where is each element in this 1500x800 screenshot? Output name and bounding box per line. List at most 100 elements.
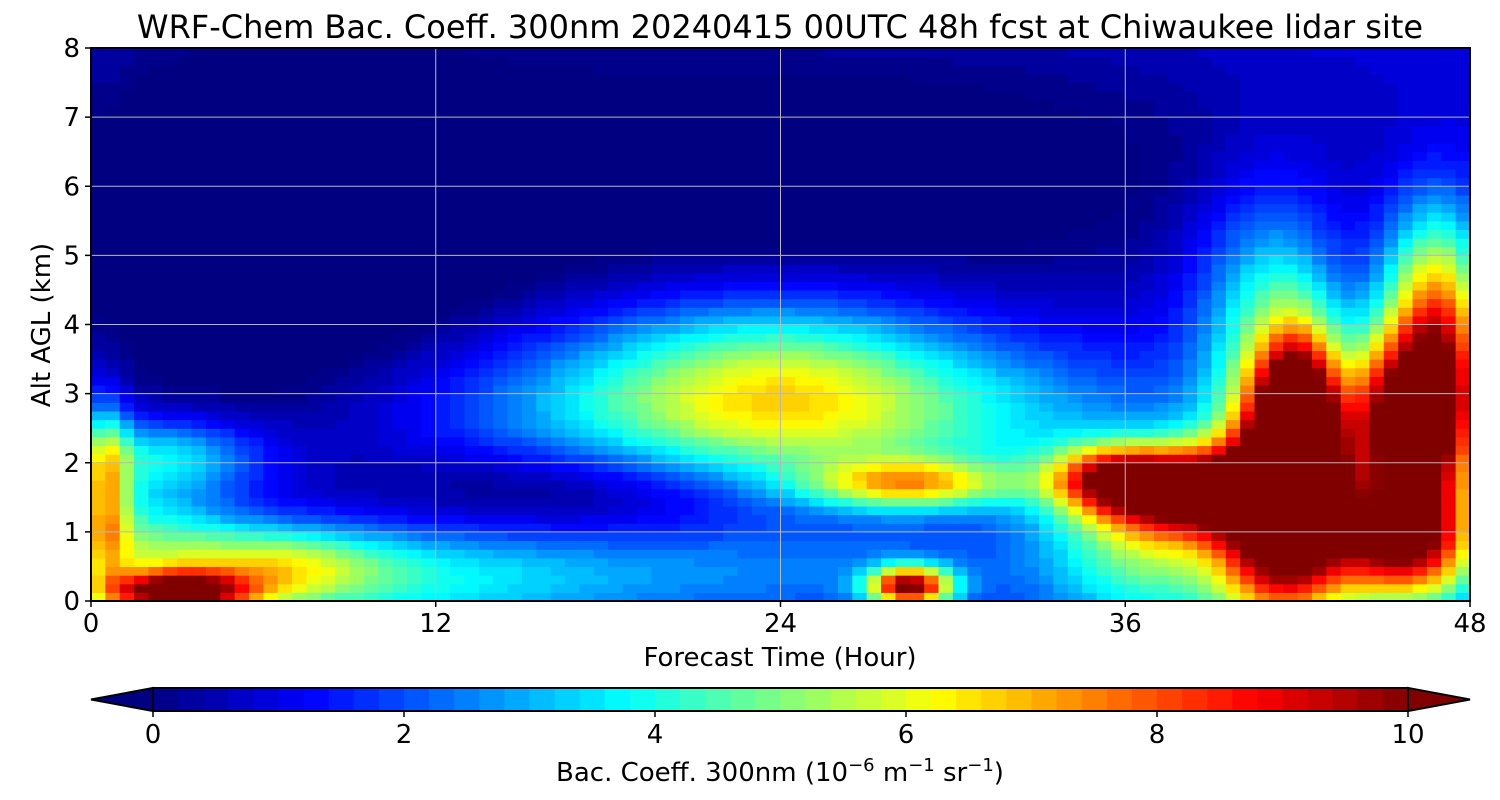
heatmap-cell: [435, 462, 451, 472]
heatmap-cell: [134, 359, 150, 369]
heatmap-cell: [105, 238, 121, 248]
heatmap-cell: [579, 264, 595, 274]
heatmap-cell: [1053, 186, 1069, 196]
heatmap-cell: [1010, 523, 1026, 533]
heatmap-cell: [1039, 367, 1055, 377]
heatmap-cell: [708, 393, 724, 403]
heatmap-cell: [521, 168, 537, 179]
heatmap-cell: [823, 160, 839, 170]
heatmap-cell: [249, 583, 264, 593]
heatmap-cell: [665, 341, 681, 352]
heatmap-cell: [550, 65, 566, 75]
heatmap-cell: [1010, 341, 1026, 352]
heatmap-cell: [320, 505, 336, 516]
heatmap-cell: [1082, 436, 1098, 447]
heatmap-cell: [407, 367, 422, 377]
heatmap-cell: [220, 65, 236, 75]
heatmap-cell: [1010, 324, 1026, 334]
heatmap-cell: [277, 566, 293, 576]
heatmap-cell: [924, 151, 940, 161]
heatmap-cell: [363, 186, 379, 196]
heatmap-cell: [622, 341, 638, 352]
heatmap-cell: [579, 497, 595, 507]
heatmap-cell: [809, 419, 825, 429]
heatmap-cell: [751, 402, 767, 412]
heatmap-cell: [1082, 333, 1098, 343]
heatmap-cell: [1139, 341, 1155, 352]
heatmap-cell: [565, 540, 580, 550]
heatmap-cell: [234, 272, 250, 282]
heatmap-cell: [435, 48, 451, 58]
heatmap-cell: [751, 514, 767, 524]
heatmap-cell: [1010, 531, 1026, 542]
heatmap-cell: [1182, 566, 1198, 576]
heatmap-cell: [780, 410, 796, 421]
heatmap-cell: [277, 82, 293, 92]
heatmap-cell: [177, 48, 193, 58]
heatmap-cell: [335, 229, 351, 239]
heatmap-cell: [421, 160, 437, 170]
heatmap-cell: [478, 462, 494, 472]
heatmap-cell: [995, 143, 1011, 153]
heatmap-cell: [565, 108, 580, 118]
heatmap-cell: [995, 575, 1011, 585]
heatmap-cell: [105, 557, 121, 568]
heatmap-cell: [249, 48, 264, 58]
heatmap-cell: [263, 376, 279, 386]
heatmap-cell: [392, 99, 408, 110]
heatmap-cell: [363, 289, 379, 300]
heatmap-cell: [737, 73, 753, 84]
heatmap-cell: [852, 410, 868, 421]
heatmap-cell: [837, 583, 853, 593]
heatmap-cell: [1168, 307, 1184, 317]
heatmap-cell: [651, 505, 667, 516]
heatmap-cell: [938, 194, 954, 205]
heatmap-cell: [924, 117, 940, 127]
heatmap-cell: [507, 238, 523, 248]
heatmap-cell: [363, 359, 379, 369]
heatmap-cell: [694, 557, 710, 568]
heatmap-cell: [837, 186, 853, 196]
heatmap-cell: [507, 592, 523, 601]
heatmap-cell: [306, 194, 322, 205]
heatmap-cell: [952, 445, 968, 455]
heatmap-cell: [938, 566, 954, 576]
heatmap-cell: [148, 229, 164, 239]
heatmap-cell: [363, 91, 379, 101]
heatmap-cell: [162, 359, 178, 369]
heatmap-cell: [177, 255, 193, 265]
heatmap-cell: [521, 523, 537, 533]
heatmap-cell: [335, 488, 351, 498]
heatmap-cell: [809, 73, 825, 84]
heatmap-cell: [723, 255, 738, 265]
heatmap-cell: [407, 471, 422, 481]
heatmap-cell: [665, 56, 681, 66]
heatmap-cell: [938, 393, 954, 403]
heatmap-cell: [837, 402, 853, 412]
heatmap-cell: [1039, 177, 1055, 187]
heatmap-cell: [234, 91, 250, 101]
heatmap-cell: [708, 514, 724, 524]
heatmap-cell: [608, 454, 624, 464]
heatmap-cell: [148, 333, 164, 343]
heatmap-cell: [493, 160, 509, 170]
heatmap-cell: [378, 566, 394, 576]
heatmap-cell: [363, 151, 379, 161]
heatmap-cell: [407, 194, 422, 205]
heatmap-cell: [1182, 488, 1198, 498]
heatmap-cell: [852, 557, 868, 568]
heatmap-cell: [895, 48, 911, 58]
heatmap-cell: [909, 307, 925, 317]
heatmap-cell: [909, 419, 925, 429]
heatmap-cell: [1096, 583, 1112, 593]
heatmap-cell: [177, 65, 193, 75]
heatmap-cell: [335, 566, 351, 576]
heatmap-cell: [249, 350, 264, 360]
heatmap-cell: [794, 220, 810, 231]
heatmap-cell: [1039, 333, 1055, 343]
heatmap-cell: [995, 255, 1011, 265]
heatmap-cell: [306, 134, 322, 144]
heatmap-cell: [593, 298, 609, 308]
heatmap-cell: [909, 583, 925, 593]
heatmap-cell: [507, 436, 523, 447]
